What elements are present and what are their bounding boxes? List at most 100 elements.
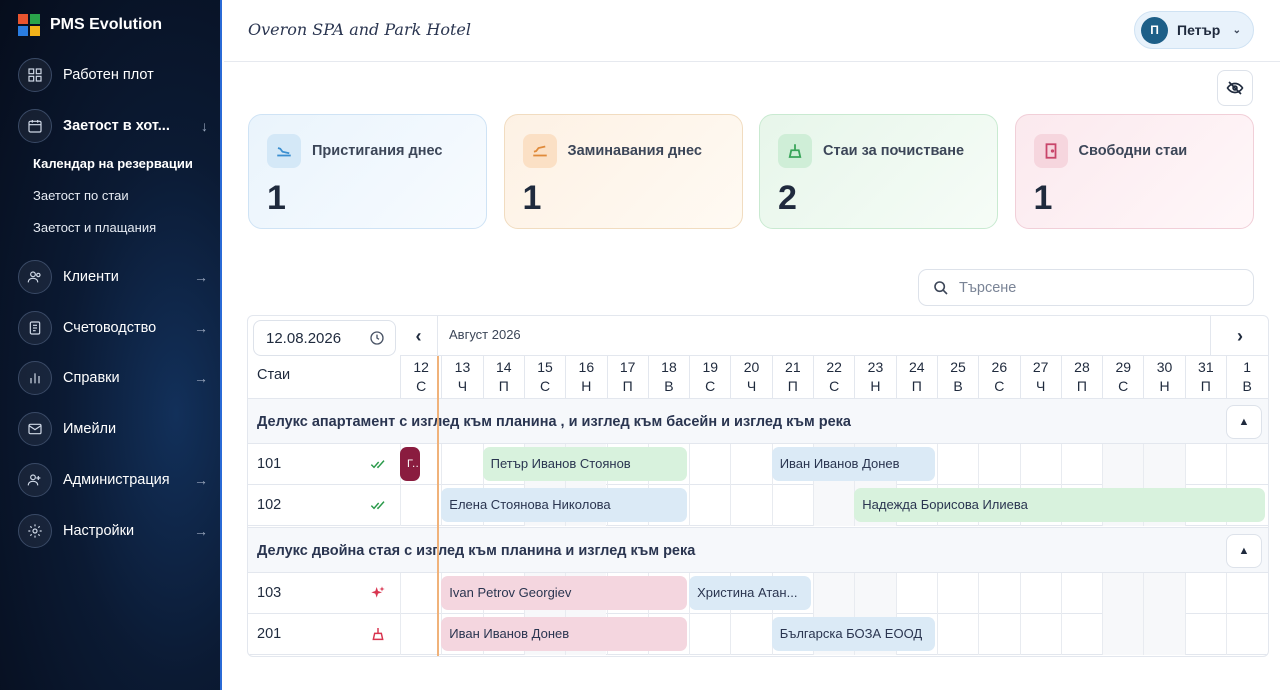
stat-card-2[interactable]: Стаи за почистване 2	[759, 114, 998, 229]
sidebar-subitem-2[interactable]: Заетост и плащания	[33, 220, 157, 235]
calendar-cell[interactable]	[400, 614, 441, 655]
booking-bar[interactable]: Българска БОЗА ЕООД	[771, 617, 935, 651]
calendar-cell[interactable]	[1226, 614, 1267, 655]
stat-card-0[interactable]: Пристигания днес 1	[248, 114, 487, 229]
stat-card-3[interactable]: Свободни стаи 1	[1014, 114, 1254, 229]
sidebar-item-6[interactable]: Администрация →	[18, 463, 208, 497]
day-number: 13	[454, 359, 471, 375]
calendar-cell[interactable]	[1102, 573, 1144, 614]
calendar-cell[interactable]	[1060, 573, 1102, 614]
arrow-right-icon: →	[194, 472, 208, 488]
booking-bar[interactable]: Надежда Борисова Илиева	[854, 488, 1266, 522]
calendar-cell[interactable]	[1184, 573, 1226, 614]
calendar-cell[interactable]	[1143, 573, 1185, 614]
calendar-cell[interactable]	[730, 485, 771, 526]
day-weekday: С	[1118, 378, 1129, 394]
calendar-cell[interactable]	[689, 614, 730, 655]
user-menu-button[interactable]: П Петър ⌄	[1134, 11, 1254, 49]
stat-card-1[interactable]: Заминавания днес 1	[503, 114, 743, 229]
next-month-button[interactable]: ›	[1210, 316, 1268, 356]
prev-month-button[interactable]: ‹	[400, 316, 438, 356]
sidebar-item-3[interactable]: Счетоводство →	[18, 311, 208, 345]
calendar-cell[interactable]	[854, 573, 896, 614]
sidebar-item-2[interactable]: Клиенти →	[18, 260, 208, 294]
sidebar-item-5[interactable]: Имейли	[18, 412, 208, 446]
calendar-cell[interactable]	[1184, 614, 1226, 655]
calendar-cell[interactable]	[1102, 614, 1144, 655]
booking-bar[interactable]: Петър Иванов Стоянов	[482, 447, 688, 481]
calendar-cell[interactable]	[730, 444, 771, 485]
booking-bar[interactable]: Иван Иванов Донев	[771, 447, 935, 481]
today-button[interactable]	[359, 320, 395, 356]
search-input[interactable]	[959, 279, 1239, 296]
day-number: 15	[537, 359, 553, 375]
day-header: 26 С	[978, 356, 1019, 398]
calendar-cell[interactable]	[771, 485, 813, 526]
search-box[interactable]	[918, 269, 1254, 306]
calendar-cell[interactable]	[400, 485, 441, 526]
calendar-cell[interactable]	[978, 444, 1019, 485]
calendar-cell[interactable]	[730, 614, 771, 655]
sidebar-subitem-0[interactable]: Календар на резервации	[33, 156, 193, 171]
date-field[interactable]: 12.08.2026	[253, 320, 396, 356]
booking-bar[interactable]: Елена Стоянова Николова	[441, 488, 688, 522]
collapse-group-button[interactable]: ▲	[1226, 405, 1262, 439]
calendar-cell[interactable]	[1143, 614, 1185, 655]
brand[interactable]: PMS Evolution	[18, 14, 162, 36]
calendar-cell[interactable]	[689, 485, 730, 526]
calendar-cell[interactable]	[895, 573, 937, 614]
calendar-cell[interactable]	[1060, 444, 1102, 485]
calendar-cell[interactable]	[1019, 614, 1061, 655]
collapse-group-button[interactable]: ▲	[1226, 534, 1262, 568]
sidebar-item-label: Настройки	[63, 523, 135, 539]
calendar-icon	[18, 109, 52, 143]
sidebar: PMS Evolution Работен плот Заетост в хот.…	[0, 0, 222, 690]
sidebar-subitem-1[interactable]: Заетост по стаи	[33, 188, 129, 203]
day-weekday: В	[664, 378, 674, 394]
calendar-cell[interactable]	[1184, 444, 1226, 485]
calendar-cell[interactable]	[1060, 614, 1102, 655]
calendar-cell[interactable]	[1226, 573, 1267, 614]
calendar-cell[interactable]	[1019, 573, 1061, 614]
calendar-cell[interactable]	[978, 573, 1019, 614]
sidebar-item-0[interactable]: Работен плот	[18, 58, 208, 92]
day-weekday: С	[994, 378, 1005, 394]
chart-icon	[18, 361, 52, 395]
calendar-cell[interactable]	[936, 444, 978, 485]
calendar-cell[interactable]	[689, 444, 730, 485]
day-number: 20	[743, 359, 760, 375]
sidebar-item-4[interactable]: Справки →	[18, 361, 208, 395]
room-number: 103	[257, 585, 282, 601]
sidebar-item-7[interactable]: Настройки →	[18, 514, 208, 548]
room-row: 101 Г... Петър Иванов Стоянов Иван Иванов Д…	[248, 444, 1268, 485]
day-header: 31 П	[1184, 356, 1226, 398]
day-weekday: Н	[581, 378, 592, 394]
booking-bar[interactable]: Г...	[400, 447, 420, 481]
day-number: 19	[702, 359, 719, 375]
day-weekday: Ч	[1035, 378, 1046, 394]
booking-bar[interactable]: Христина Атан...	[689, 576, 811, 610]
calendar-cell[interactable]	[1226, 444, 1267, 485]
stat-card-title: Стаи за почистване	[823, 143, 965, 159]
sidebar-item-label: Справки	[63, 370, 120, 386]
calendar-cell[interactable]	[978, 614, 1019, 655]
booking-bar[interactable]: Иван Иванов Донев	[441, 617, 688, 651]
day-number: 21	[785, 359, 801, 375]
day-weekday: Ч	[746, 378, 757, 394]
stat-card-title: Свободни стаи	[1078, 143, 1188, 159]
booking-bar[interactable]: Ivan Petrov Georgiev	[441, 576, 688, 610]
calendar-cell[interactable]	[1102, 444, 1144, 485]
sidebar-item-1[interactable]: Заетост в хот... ↓	[18, 109, 208, 143]
topbar: Overon SPA and Park Hotel П Петър ⌄	[224, 0, 1280, 62]
calendar-cell[interactable]	[936, 573, 978, 614]
calendar-cell[interactable]	[1019, 444, 1061, 485]
calendar-cell[interactable]	[813, 573, 855, 614]
hide-stats-button[interactable]	[1217, 70, 1253, 106]
clean-check-icon	[370, 497, 388, 515]
calendar-cell[interactable]	[936, 614, 978, 655]
room-number: 101	[257, 456, 282, 472]
calendar-cell[interactable]	[400, 573, 441, 614]
calendar-cell[interactable]	[441, 444, 482, 485]
calendar-cell[interactable]	[813, 485, 855, 526]
calendar-cell[interactable]	[1143, 444, 1185, 485]
